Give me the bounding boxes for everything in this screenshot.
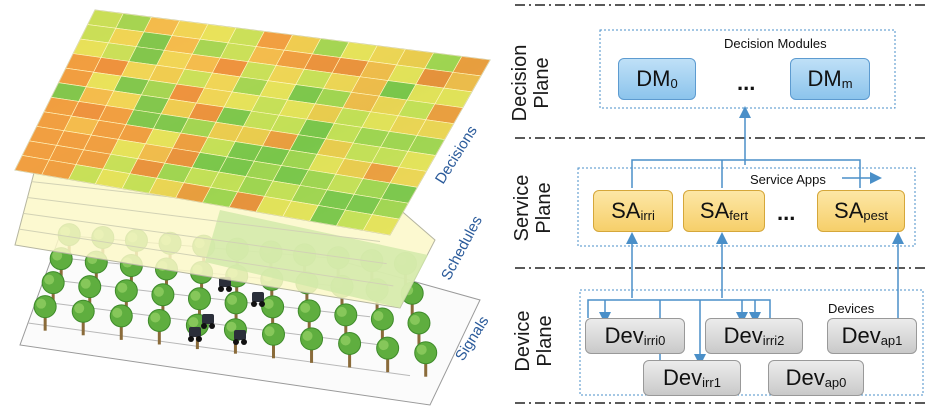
tree-icon [300, 327, 324, 363]
tree-icon [41, 271, 65, 307]
device-plane-suffix: Plane [534, 315, 556, 367]
dev-ap1-sub: ap1 [880, 332, 903, 348]
tree-icon [414, 341, 438, 377]
dev-irri2-sub: irri2 [762, 332, 785, 348]
sa-pest-sub: pest [863, 207, 888, 223]
tree-icon [338, 331, 362, 368]
dm0-base: DM [636, 66, 671, 91]
dev-ap0-base: Dev [785, 365, 825, 390]
ground-row-line [27, 322, 411, 377]
service-apps-caption: Service Apps [750, 172, 826, 187]
decision-modules-caption: Decision Modules [724, 36, 827, 51]
machine-icon [201, 314, 215, 329]
device-fanout [587, 299, 771, 318]
tree-icon [33, 295, 57, 331]
service-plane-word: Service [511, 174, 533, 242]
dmm-sub: m [841, 75, 853, 91]
dmm-base: DM [807, 66, 842, 91]
heatmap-cell [362, 214, 400, 235]
device-irri2[interactable]: Dev irri2 [705, 318, 803, 354]
tree-icon [147, 308, 171, 345]
service-ellipsis: ... [777, 200, 796, 225]
service-app-irri[interactable]: SA irri [593, 190, 673, 232]
sa-irri-sub: irri [640, 207, 655, 223]
decision-ellipsis: ... [737, 70, 756, 95]
sa-irri-base: SA [611, 198, 641, 223]
device-plane-word: Device [512, 310, 534, 372]
sa-pest-base: SA [834, 198, 864, 223]
dev-irri2-base: Dev [723, 323, 763, 348]
decision-plane-label: Decision Plane [509, 43, 555, 123]
device-irri0[interactable]: Dev irri0 [585, 318, 685, 354]
dev-ap1-base: Dev [841, 323, 881, 348]
dev-ap0-sub: ap0 [824, 374, 847, 390]
tree-icon [71, 299, 95, 336]
schedule-row-line [19, 228, 394, 287]
schedules-band-green [205, 210, 428, 308]
machine-icon [251, 292, 265, 307]
devices-caption: Devices [828, 301, 875, 316]
service-bus-top [631, 159, 861, 188]
layered-field-illustration [14, 9, 491, 406]
device-irr1[interactable]: Dev irr1 [643, 360, 741, 396]
tree-icon [224, 291, 248, 327]
service-apps-box [577, 167, 916, 247]
decision-module-dmm[interactable]: DM m [790, 58, 870, 100]
tree-icon [261, 322, 285, 359]
sa-fert-sub: fert [729, 207, 749, 223]
dev-irri0-base: Dev [604, 323, 644, 348]
service-plane-label: Service Plane [511, 170, 557, 246]
tree-icon [109, 304, 133, 340]
dev-irr1-base: Dev [663, 365, 703, 390]
device-ap0[interactable]: Dev ap0 [768, 360, 864, 396]
machine-icon [188, 327, 202, 342]
decision-plane-word: Decision [509, 44, 531, 122]
dm0-sub: 0 [670, 75, 678, 91]
machine-icon [233, 330, 247, 345]
tree-icon [334, 303, 358, 339]
tree-icon [376, 336, 400, 373]
device-plane-label: Device Plane [512, 306, 558, 376]
decisions-heatmap-cells [15, 10, 490, 235]
decision-module-dm0[interactable]: DM 0 [618, 58, 696, 100]
tree-icon [370, 307, 394, 343]
service-plane-suffix: Plane [533, 182, 555, 234]
schedule-row-line [23, 212, 387, 265]
service-app-fert[interactable]: SA fert [683, 190, 765, 232]
decision-plane-suffix: Plane [531, 57, 553, 109]
tree-icon [407, 311, 431, 347]
schedule-row-line [27, 197, 381, 242]
dev-irr1-sub: irr1 [702, 374, 721, 390]
sa-fert-base: SA [699, 198, 730, 223]
service-app-pest[interactable]: SA pest [817, 190, 905, 232]
device-ap1[interactable]: Dev ap1 [827, 318, 917, 354]
dev-irri0-sub: irri0 [643, 332, 666, 348]
